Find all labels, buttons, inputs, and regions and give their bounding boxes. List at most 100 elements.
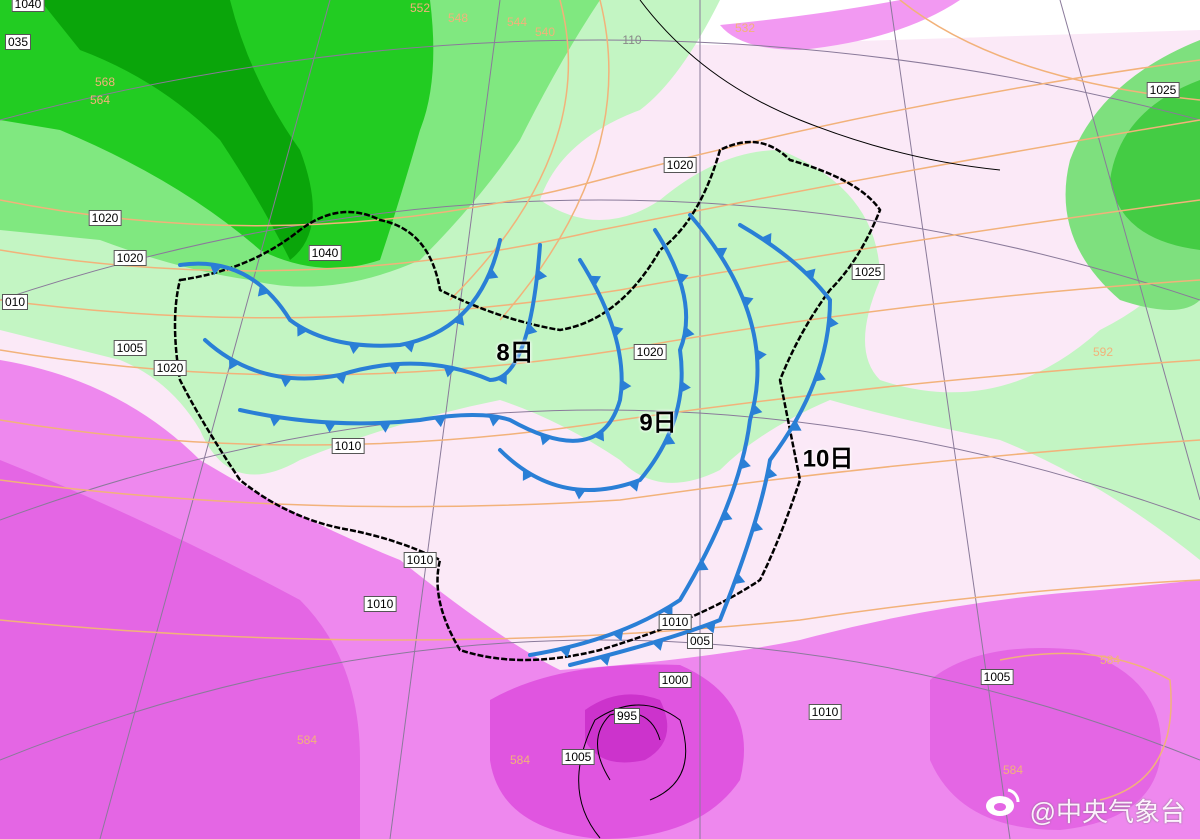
pressure-label: 035 — [4, 34, 32, 50]
height-label: 592 — [1092, 345, 1114, 359]
country-border — [173, 140, 882, 662]
pressure-label: 010 — [1, 294, 29, 310]
front-tooth — [589, 275, 602, 287]
low-pressure-northeast — [720, 0, 960, 50]
front-tooth — [766, 467, 778, 480]
cold-fronts — [178, 213, 833, 667]
front-8th-a — [178, 238, 502, 348]
front-tooth — [612, 325, 624, 338]
front-tooth — [739, 457, 751, 470]
low-pressure-mid — [0, 460, 360, 839]
front-tooth — [269, 415, 282, 427]
pressure-label: 995 — [613, 708, 641, 724]
pressure-label: 1020 — [633, 344, 667, 360]
front-label-9th: 9日 — [639, 409, 677, 437]
height-label: 584 — [296, 733, 318, 747]
pressure-label: 1010 — [363, 596, 397, 612]
front-tooth — [720, 509, 733, 522]
front-tooth — [209, 264, 222, 276]
front-tooth — [280, 376, 293, 388]
isobars — [578, 0, 1001, 839]
height-label: 564 — [89, 93, 111, 107]
front-tooth — [335, 372, 347, 385]
front-tooth — [559, 646, 572, 658]
front-tooth — [804, 268, 816, 280]
height-label: 552 — [409, 1, 431, 15]
front-8th-b — [203, 243, 542, 383]
front-tooth — [348, 343, 361, 355]
front-tooth — [751, 520, 764, 533]
pressure-label: 1005 — [113, 340, 147, 356]
height-label: 584 — [1002, 763, 1024, 777]
pressure-label: 1020 — [153, 360, 187, 376]
front-tooth — [715, 247, 728, 259]
front-tooth — [680, 380, 691, 393]
pressure-label: 1010 — [403, 552, 437, 568]
front-tooth — [324, 422, 337, 433]
pressure-label: 1020 — [113, 250, 147, 266]
pressure-label: 1040 — [308, 245, 342, 261]
front-tooth — [488, 415, 501, 427]
height-label: 584 — [1099, 653, 1121, 667]
pressure-label: 1020 — [88, 210, 122, 226]
front-tooth — [677, 272, 689, 285]
height-contours — [0, 0, 1200, 801]
front-tooth — [536, 269, 548, 282]
front-tooth — [828, 316, 839, 329]
height-label: 548 — [447, 11, 469, 25]
front-tooth — [526, 323, 538, 336]
front-teeth — [209, 232, 839, 666]
front-tooth — [522, 469, 534, 481]
front-tooth — [379, 422, 392, 433]
front-tooth — [751, 403, 763, 416]
front-tooth — [683, 326, 695, 339]
typhoon-core — [585, 694, 668, 763]
pressure-label: 1020 — [663, 157, 697, 173]
front-tooth — [663, 434, 676, 445]
height-label: 544 — [506, 15, 528, 29]
front-tooth — [696, 559, 709, 571]
front-tooth — [599, 654, 611, 666]
pressure-label: 1010 — [658, 614, 692, 630]
height-label: 568 — [94, 75, 116, 89]
pressure-label: 005 — [686, 633, 714, 649]
pressure-label: 1005 — [561, 749, 595, 765]
front-9th-a — [498, 228, 689, 492]
front-label-8th: 8日 — [496, 339, 534, 367]
front-tooth — [297, 324, 308, 337]
front-tooth — [756, 349, 767, 362]
front-tooth — [628, 480, 640, 492]
front-tooth — [257, 285, 269, 297]
high-pressure-core — [40, 0, 313, 260]
watermark-text: @中央气象台 — [1029, 797, 1186, 827]
pressure-label: 1000 — [658, 672, 692, 688]
front-tooth — [662, 604, 673, 617]
pressure-label: 1025 — [1146, 82, 1180, 98]
latitude-label: 110 — [622, 33, 642, 47]
front-tooth — [593, 429, 605, 442]
front-tooth — [496, 372, 507, 385]
front-tooth — [403, 341, 416, 353]
pressure-label: 1005 — [980, 669, 1014, 685]
height-label: 532 — [734, 21, 756, 35]
front-tooth — [814, 370, 826, 382]
front-tooth — [733, 573, 746, 585]
height-label: 584 — [509, 753, 531, 767]
pressure-label: 1025 — [851, 264, 885, 280]
front-tooth — [760, 232, 772, 245]
front-8th-c — [238, 258, 624, 443]
pressure-label: 1010 — [331, 438, 365, 454]
high-pressure-east-core — [1110, 80, 1200, 250]
weibo-icon — [986, 788, 1020, 816]
front-tooth — [612, 629, 624, 642]
front-10th — [568, 223, 833, 667]
front-tooth — [388, 363, 401, 375]
watermark: @中央气象台 — [996, 792, 1186, 829]
front-tooth — [789, 420, 802, 431]
front-tooth — [704, 621, 716, 634]
front-tooth — [228, 357, 240, 370]
front-tooth — [443, 366, 456, 378]
height-label: 540 — [534, 25, 556, 39]
